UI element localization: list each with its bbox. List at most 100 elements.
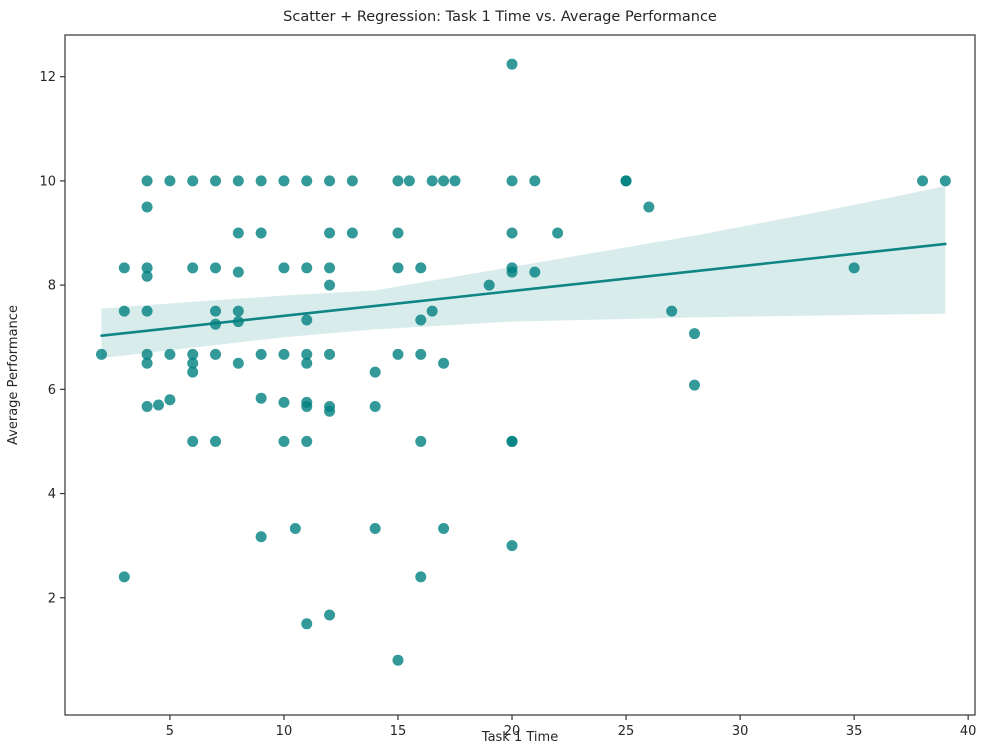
scatter-point <box>438 522 450 534</box>
scatter-point <box>301 435 313 447</box>
scatter-point <box>438 175 450 187</box>
scatter-point <box>255 348 267 360</box>
x-tick-label: 25 <box>618 724 635 739</box>
x-tick-label: 15 <box>390 724 407 739</box>
scatter-point <box>392 348 404 360</box>
tick-labels-group: 5 10 15 20 25 30 35 40 2 4 6 8 10 12 <box>39 70 976 739</box>
scatter-point <box>255 531 267 543</box>
scatter-point <box>232 227 244 239</box>
scatter-points-group <box>95 58 951 666</box>
scatter-point <box>141 270 153 282</box>
scatter-point <box>141 357 153 369</box>
scatter-point <box>301 314 313 326</box>
scatter-point <box>210 348 222 360</box>
scatter-point <box>210 435 222 447</box>
scatter-point <box>141 401 153 413</box>
scatter-point <box>210 318 222 330</box>
scatter-point <box>164 394 176 406</box>
scatter-point <box>255 175 267 187</box>
scatter-point <box>210 305 222 317</box>
scatter-point <box>301 175 313 187</box>
scatter-point <box>688 328 700 340</box>
scatter-point <box>210 262 222 274</box>
scatter-point <box>939 175 951 187</box>
scatter-point <box>301 618 313 630</box>
scatter-point <box>232 316 244 328</box>
scatter-point <box>324 227 336 239</box>
scatter-point <box>392 654 404 666</box>
scatter-point <box>324 175 336 187</box>
scatter-point <box>164 348 176 360</box>
scatter-point <box>141 175 153 187</box>
scatter-point <box>506 227 518 239</box>
scatter-point <box>278 435 290 447</box>
scatter-point <box>255 392 267 404</box>
scatter-point <box>118 262 130 274</box>
scatter-point <box>324 279 336 291</box>
scatter-point <box>415 571 427 583</box>
scatter-point <box>324 405 336 417</box>
scatter-point <box>118 571 130 583</box>
scatter-point <box>848 262 860 274</box>
scatter-point <box>403 175 415 187</box>
scatter-point <box>187 175 199 187</box>
scatter-point <box>415 314 427 326</box>
scatter-point <box>369 401 381 413</box>
scatter-point <box>141 201 153 213</box>
scatter-point <box>210 175 222 187</box>
y-tick-label: 12 <box>39 70 56 85</box>
scatter-point <box>506 266 518 278</box>
plot-border <box>64 34 976 716</box>
scatter-point <box>232 305 244 317</box>
scatter-point <box>301 348 313 360</box>
scatter-point <box>164 175 176 187</box>
confidence-band <box>101 186 946 359</box>
scatter-point <box>232 266 244 278</box>
scatter-point <box>289 522 301 534</box>
scatter-point <box>187 357 199 369</box>
scatter-point <box>392 175 404 187</box>
x-axis-label: Task 1 Time <box>481 730 558 745</box>
scatter-point <box>118 305 130 317</box>
scatter-point <box>141 262 153 274</box>
y-tick-label: 10 <box>39 174 56 189</box>
scatter-point <box>187 435 199 447</box>
scatter-point <box>529 266 541 278</box>
scatter-point <box>643 201 655 213</box>
scatter-point <box>346 175 358 187</box>
ci-band-group <box>101 186 946 359</box>
scatter-point <box>255 227 267 239</box>
scatter-point <box>187 366 199 378</box>
scatter-point <box>232 175 244 187</box>
y-tick-label: 8 <box>48 279 56 294</box>
x-tick-label: 30 <box>732 724 749 739</box>
scatter-point <box>153 399 165 411</box>
scatter-point <box>438 357 450 369</box>
x-tick-label: 40 <box>960 724 977 739</box>
scatter-point <box>301 357 313 369</box>
scatter-point <box>346 227 358 239</box>
scatter-point <box>278 348 290 360</box>
scatter-point <box>426 305 438 317</box>
scatter-point <box>620 175 632 187</box>
scatter-point <box>506 540 518 552</box>
x-tick-label: 10 <box>276 724 293 739</box>
scatter-point <box>141 305 153 317</box>
y-tick-label: 4 <box>48 487 56 502</box>
scatter-point <box>552 227 564 239</box>
scatter-point <box>278 396 290 408</box>
scatter-point <box>529 175 541 187</box>
scatter-point <box>426 175 438 187</box>
scatter-point <box>415 262 427 274</box>
scatter-point <box>278 262 290 274</box>
scatter-point <box>324 262 336 274</box>
axes-group <box>60 34 976 720</box>
scatter-point <box>688 379 700 391</box>
y-tick-label: 6 <box>48 383 56 398</box>
scatter-point <box>392 262 404 274</box>
scatter-point <box>324 609 336 621</box>
chart-title: Scatter + Regression: Task 1 Time vs. Av… <box>283 9 717 25</box>
scatter-point <box>415 435 427 447</box>
